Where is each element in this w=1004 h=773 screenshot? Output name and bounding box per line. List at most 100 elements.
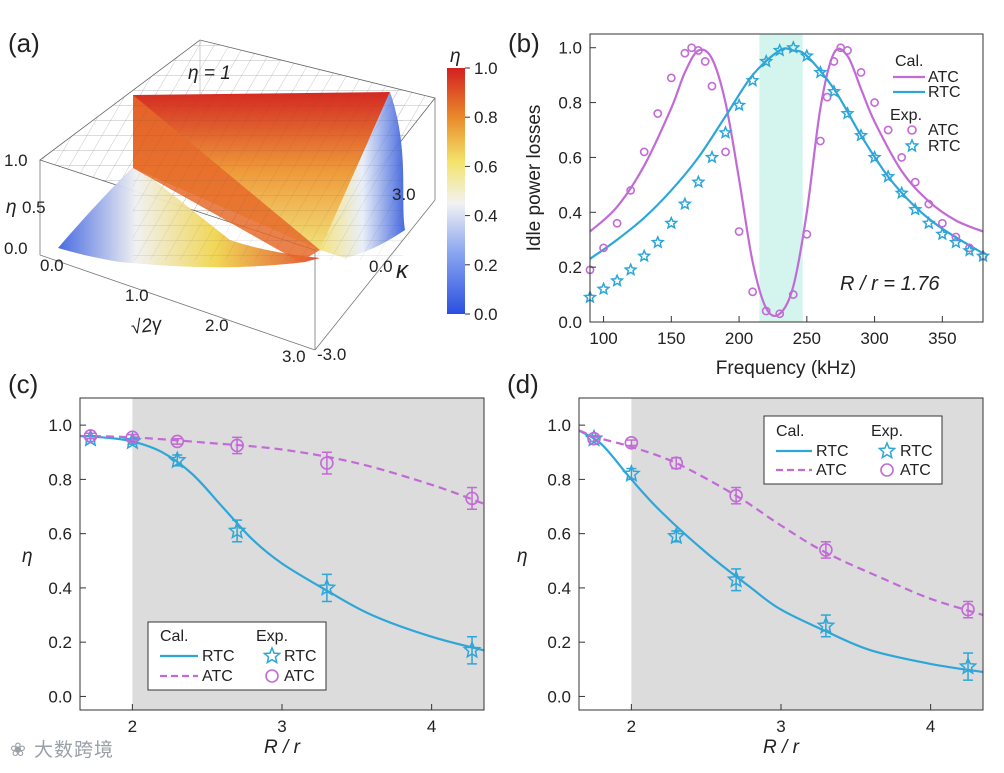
exp-point-rtc: [921, 215, 936, 230]
calc-line-atc: [589, 47, 984, 318]
legend-exp-title: Exp.: [256, 628, 288, 645]
surface-grid-overlay: [133, 92, 403, 260]
exp-point-atc: [819, 543, 833, 557]
colorbar-tick-label: 0.8: [474, 108, 498, 127]
box-edge: [39, 254, 316, 351]
exp-point-rtc: [609, 273, 625, 287]
y-tick: 3.0: [392, 185, 416, 204]
legend-cal-title: Cal.: [160, 628, 188, 645]
exp-point-rtc: [317, 577, 337, 596]
exp-point-rtc: [167, 450, 187, 469]
legend-atc-circle: [907, 125, 917, 135]
box-edge: [314, 199, 436, 351]
x-tick-label: 200: [725, 329, 753, 348]
z-tick: 0.5: [22, 198, 46, 217]
y-tick-label: 0.2: [558, 258, 582, 277]
y-tick-label: 0.2: [48, 633, 72, 652]
exp-point-atc: [822, 92, 832, 102]
legend-atc-exp-label: ATC: [900, 462, 931, 479]
exp-point-atc: [721, 147, 730, 157]
colorbar-tick-label: 0.0: [474, 305, 498, 324]
y-axis-title: η: [22, 546, 33, 567]
legend-rtc-star: [877, 441, 897, 460]
exp-point-atc: [910, 177, 920, 187]
y-tick-label: 0.4: [558, 203, 582, 222]
exp-point-rtc: [621, 464, 641, 482]
y-tick-label: 0.0: [547, 687, 571, 706]
legend-exp-title: Exp.: [890, 107, 922, 124]
exp-point-rtc: [704, 149, 720, 164]
exp-point-rtc: [623, 262, 638, 276]
y-tick-label: 0.8: [547, 470, 571, 489]
y-tick-label: 0.8: [48, 470, 72, 489]
legend-exp-title: Exp.: [871, 423, 903, 440]
highlight-band: [759, 34, 803, 322]
watermark-logo: ❀ 大数跨境: [10, 739, 114, 761]
exp-point-rtc: [853, 127, 869, 142]
ratio-annotation: R / r = 1.76: [840, 273, 940, 295]
y-axis-title: κ: [396, 257, 410, 284]
y-tick-label: 0.6: [558, 148, 582, 167]
exp-point-rtc: [677, 196, 693, 211]
y-tick-label: 0.4: [547, 579, 571, 598]
y-tick-label: 0.8: [558, 94, 582, 113]
exp-point-atc: [320, 456, 334, 470]
exp-point-atc: [599, 243, 608, 253]
exp-point-rtc: [650, 234, 665, 249]
panel-a-label: (a): [8, 28, 40, 58]
exp-point-atc: [788, 290, 798, 299]
panel-d-series: [578, 428, 984, 681]
exp-point-rtc: [935, 226, 950, 241]
exp-point-rtc: [462, 640, 482, 659]
eta-equals-one-annotation: η = 1: [188, 63, 231, 84]
colorbar-tick-label: 0.2: [474, 256, 498, 275]
legend-rtc-exp-label: RTC: [900, 443, 933, 460]
exp-point-rtc: [726, 569, 746, 588]
y-tick-label: 0.0: [558, 313, 582, 332]
exp-point-rtc: [894, 185, 909, 200]
x-tick: 2.0: [205, 316, 229, 335]
exp-point-atc: [624, 435, 639, 450]
x-tick-label: 2: [128, 717, 137, 736]
exp-point-rtc: [962, 243, 977, 257]
legend-star-marker: [904, 138, 920, 153]
legend-star-marker: [262, 646, 282, 665]
x-tick-label: 4: [427, 717, 436, 736]
y-tick-label: 0.0: [48, 687, 72, 706]
exp-point-atc: [937, 218, 947, 228]
panel-d-chart: (d) 2 3 4 0.0 0.2 0.4 0.6 0.8 1.0 η R / r Cal. E…: [507, 369, 984, 758]
exp-point-atc: [694, 46, 703, 55]
exp-point-rtc: [867, 149, 882, 164]
y-tick-label: 0.6: [48, 525, 72, 544]
legend-rtc-label: RTC: [202, 648, 235, 665]
x-tick-label: 350: [928, 329, 956, 348]
legend-rtc-exp-label: RTC: [284, 648, 317, 665]
y-tick: 0.0: [369, 257, 393, 276]
calc-line-rtc: [578, 429, 984, 674]
colorbar-tick-label: 1.0: [474, 59, 498, 78]
exp-point-rtc: [880, 168, 896, 183]
exp-point-rtc: [826, 84, 842, 98]
z-tick: 1.0: [4, 151, 28, 170]
panel-c-axes: 2 3 4 0.0 0.2 0.4 0.6 0.8 1.0: [48, 416, 436, 736]
exp-point-atc: [669, 456, 684, 470]
exp-point-rtc: [691, 174, 706, 189]
exp-point-atc: [653, 109, 663, 118]
x-axis-title: R / r: [264, 737, 301, 758]
legend-cal-title: Cal.: [776, 423, 804, 440]
legend-atc-exp-label: ATC: [928, 122, 959, 139]
panel-d-label: (d): [507, 369, 539, 399]
exp-point-rtc: [664, 215, 679, 230]
exp-point-atc: [587, 431, 601, 446]
x-axis-title: R / r: [763, 737, 800, 758]
exp-point-rtc: [596, 281, 611, 296]
exp-point-rtc: [948, 234, 964, 249]
exp-point-atc: [230, 438, 244, 453]
x-tick: 3.0: [282, 347, 306, 366]
exp-point-atc: [612, 218, 622, 228]
legend-atc-label: ATC: [202, 668, 233, 685]
x-tick-label: 100: [589, 329, 617, 348]
exp-point-atc: [465, 491, 479, 506]
panel-d-axes: 2 3 4 0.0 0.2 0.4 0.6 0.8 1.0: [547, 416, 935, 736]
exp-point-atc: [924, 199, 934, 209]
